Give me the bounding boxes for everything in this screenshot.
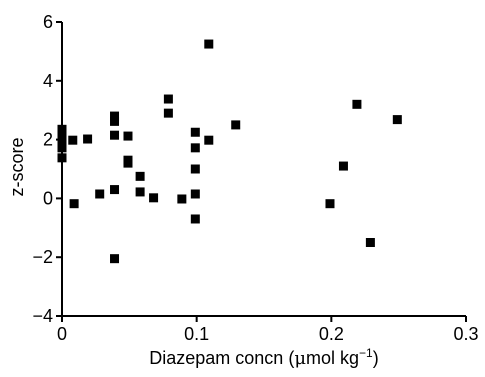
data-point	[204, 39, 214, 49]
data-point	[163, 108, 173, 118]
x-tick-label: 0.1	[184, 324, 209, 344]
data-point	[110, 116, 120, 126]
data-point	[231, 120, 241, 130]
data-point	[57, 124, 67, 134]
data-point	[69, 199, 79, 209]
data-point	[177, 194, 187, 204]
y-tick-label: 4	[43, 71, 53, 91]
data-point	[392, 115, 402, 125]
y-tick-label: 6	[43, 12, 53, 32]
x-axis-title-main: Diazepam concn (	[149, 348, 294, 368]
data-point	[57, 143, 67, 153]
y-tick-label: −4	[32, 306, 53, 326]
data-point	[135, 187, 145, 197]
data-point	[83, 134, 93, 144]
data-point	[190, 214, 200, 224]
data-point	[110, 111, 120, 121]
data-point	[57, 153, 67, 163]
x-axis-title-mu: μ	[294, 348, 306, 369]
data-point	[95, 189, 105, 199]
data-point	[204, 135, 214, 145]
x-axis-title-close: )	[373, 348, 379, 368]
y-tick-label: −2	[32, 247, 53, 267]
data-point	[110, 130, 120, 140]
y-tick-label: 2	[43, 130, 53, 150]
data-point	[57, 138, 67, 148]
ticks: −4 −2 0 2 4 6 0 0.1 0.2 0.3	[32, 12, 478, 344]
data-point	[190, 127, 200, 137]
x-tick-label: 0.3	[453, 324, 478, 344]
axes	[61, 22, 466, 317]
y-axis-title: z-score	[7, 137, 27, 196]
x-axis-title: Diazepam concn (μmol kg−1)	[149, 346, 378, 369]
data-point	[110, 185, 120, 195]
data-point	[163, 94, 173, 104]
data-point	[190, 164, 200, 174]
x-tick-label: 0.2	[319, 324, 344, 344]
data-point	[365, 238, 375, 247]
data-point	[123, 131, 133, 141]
data-point	[149, 193, 159, 203]
x-tick-label: 0	[57, 324, 67, 344]
data-point	[190, 189, 200, 199]
data-point	[338, 161, 348, 171]
data-point	[110, 254, 120, 264]
data-points	[57, 39, 402, 264]
data-point	[123, 158, 133, 168]
data-point	[352, 99, 362, 109]
data-point	[325, 199, 335, 209]
y-tick-label: 0	[43, 188, 53, 208]
x-axis-title-unit: mol kg	[306, 348, 359, 368]
data-point	[135, 171, 145, 181]
data-point	[190, 143, 200, 153]
data-point	[68, 135, 78, 145]
x-axis-title-exponent: −1	[359, 346, 373, 360]
data-point	[57, 132, 67, 142]
